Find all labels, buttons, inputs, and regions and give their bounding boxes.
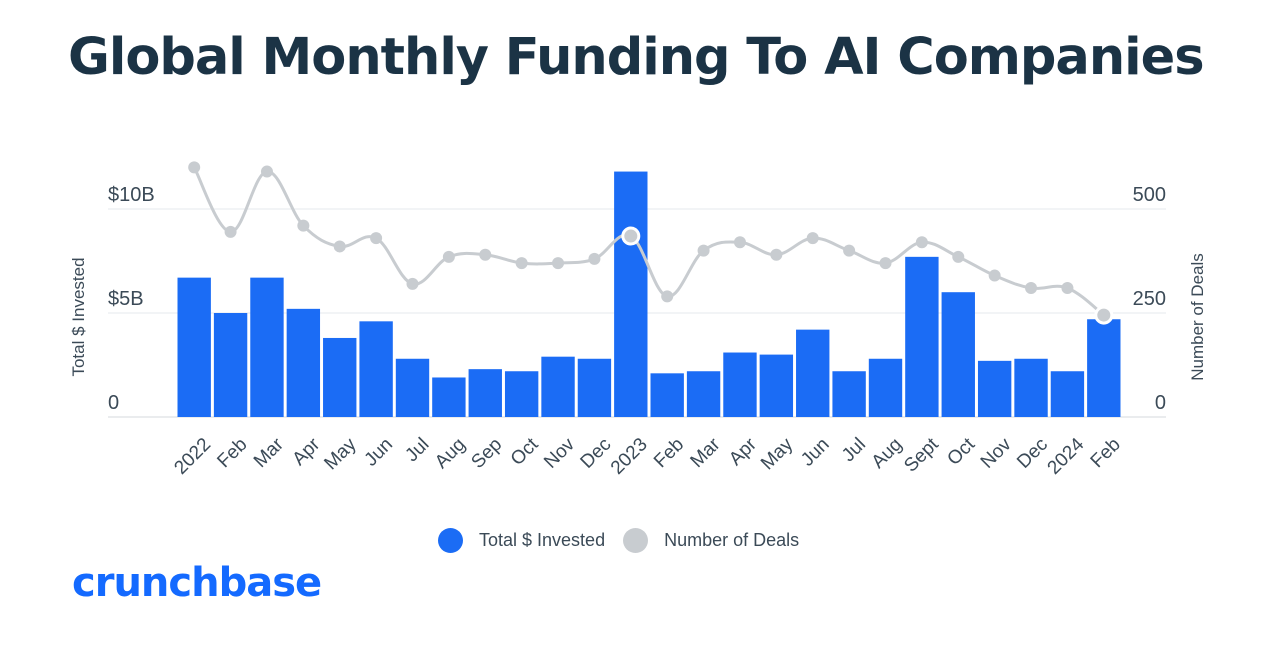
x-tick-label: Feb — [214, 434, 252, 472]
bar — [468, 369, 502, 417]
x-tick-label: Jul — [401, 434, 433, 466]
bar — [177, 277, 211, 417]
deals-point — [843, 244, 856, 257]
x-tick-label: Jul — [838, 434, 870, 466]
crunchbase-logo: crunchbase — [72, 560, 322, 606]
bar — [286, 308, 321, 417]
y-axis-right-label: Number of Deals — [1188, 253, 1207, 381]
x-tick-label: Aug — [868, 434, 907, 473]
x-tick-label: Sept — [900, 434, 943, 477]
bar — [832, 371, 866, 417]
deals-point — [515, 257, 528, 270]
deals-point — [297, 219, 310, 232]
deals-point — [1061, 282, 1074, 295]
deals-point — [333, 240, 346, 253]
deals-point — [661, 290, 674, 303]
x-tick-label: Feb — [650, 434, 688, 472]
deals-point — [479, 248, 492, 261]
bar — [650, 373, 684, 417]
x-tick-label: Feb — [1087, 434, 1125, 472]
bar — [1050, 371, 1085, 417]
bar — [541, 356, 575, 417]
legend-item-deals[interactable]: Number of Deals — [623, 528, 799, 553]
deals-point — [915, 236, 928, 249]
deals-point — [552, 257, 565, 270]
deals-point — [260, 165, 273, 178]
x-tick-label: Oct — [943, 434, 979, 470]
legend-label-invested: Total $ Invested — [479, 530, 606, 550]
deals-point — [621, 226, 641, 246]
bar — [868, 358, 903, 417]
x-tick-label: Jun — [361, 434, 398, 471]
y-axis-left-label: Total $ Invested — [69, 257, 88, 376]
deals-point — [1025, 282, 1038, 295]
deals-point — [224, 225, 237, 238]
legend-swatch-invested — [438, 528, 463, 553]
y-left-tick-label: $10B — [108, 184, 155, 206]
x-tick-label: 2024 — [1044, 434, 1089, 479]
x-tick-label: Jun — [797, 434, 834, 471]
y-right-tick-label: 500 — [1133, 184, 1166, 206]
x-tick-label: 2022 — [170, 434, 215, 479]
deals-point — [879, 257, 892, 270]
deals-point — [406, 277, 419, 290]
bar — [250, 277, 284, 417]
y-right-tick-label: 250 — [1133, 288, 1166, 310]
x-tick-label: May — [320, 434, 361, 475]
deals-point — [442, 250, 455, 263]
bar-series — [177, 171, 1121, 417]
x-tick-label: Oct — [507, 434, 543, 470]
bar — [1014, 358, 1048, 417]
bar — [759, 354, 794, 417]
bar — [504, 371, 539, 417]
x-tick-label: Nov — [977, 434, 1016, 473]
bar — [323, 337, 357, 417]
x-tick-label: 2023 — [607, 434, 652, 479]
deals-point — [1094, 305, 1114, 325]
legend-swatch-deals — [623, 528, 649, 553]
bar — [432, 377, 466, 417]
x-tick-label: Mar — [250, 434, 288, 472]
deals-point — [188, 161, 201, 174]
bar — [977, 360, 1012, 417]
bar — [577, 358, 612, 417]
y-left-tick-label: $5B — [108, 288, 144, 310]
deals-point — [588, 252, 601, 265]
x-tick-label: Apr — [725, 434, 761, 470]
deals-point — [806, 232, 819, 245]
x-tick-label: Mar — [687, 434, 725, 472]
bar — [723, 352, 757, 417]
deals-point — [988, 269, 1001, 282]
bar — [395, 358, 430, 417]
y-left-tick-label: 0 — [108, 392, 119, 414]
chart-title: Global Monthly Funding To AI Companies — [68, 28, 1205, 87]
bar — [1087, 319, 1121, 417]
x-tick-label: Sep — [467, 434, 506, 473]
bar — [359, 321, 393, 417]
x-tick-label: Aug — [431, 434, 470, 473]
line-series — [188, 161, 1114, 325]
x-tick-label: May — [757, 434, 798, 475]
legend-label-deals: Number of Deals — [664, 530, 800, 550]
deals-point — [733, 236, 746, 249]
legend-item-invested[interactable]: Total $ Invested — [438, 528, 605, 553]
deals-point — [770, 248, 783, 261]
legend: Total $ Invested Number of Deals — [438, 528, 817, 553]
deals-point — [370, 232, 383, 245]
deals-point — [952, 250, 965, 263]
x-tick-label: Apr — [289, 434, 325, 470]
bar — [941, 292, 975, 417]
bar — [686, 371, 721, 417]
bar — [796, 329, 830, 417]
bar — [213, 313, 248, 417]
x-tick-label: Nov — [540, 434, 579, 473]
deals-point — [697, 244, 710, 257]
bar — [614, 171, 648, 417]
y-right-tick-label: 0 — [1155, 392, 1166, 414]
bar — [905, 256, 939, 417]
